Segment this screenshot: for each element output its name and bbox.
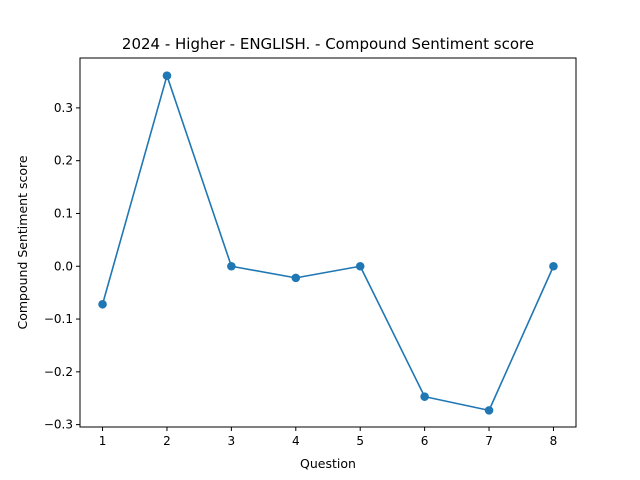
x-tick-label: 6	[421, 434, 429, 448]
x-tick-label: 2	[163, 434, 171, 448]
x-tick-label: 8	[550, 434, 558, 448]
data-point	[355, 261, 365, 271]
x-tick-label: 1	[99, 434, 107, 448]
x-tick-label: 3	[228, 434, 236, 448]
data-point	[484, 406, 494, 415]
plot-area	[98, 71, 558, 415]
data-point	[98, 299, 107, 309]
y-axis-label: Compound Sentiment score	[15, 155, 30, 329]
y-tick-label: −0.1	[44, 312, 73, 326]
x-tick-label: 4	[292, 434, 300, 448]
x-axis-label: Question	[300, 456, 356, 471]
x-tick-label: 5	[356, 434, 364, 448]
series-line	[101, 74, 555, 412]
data-point	[291, 273, 301, 283]
y-tick-label: 0.0	[54, 259, 73, 273]
y-tick-label: 0.1	[54, 206, 73, 220]
data-point	[549, 261, 558, 271]
y-tick-label: 0.3	[54, 101, 73, 115]
axes-frame	[79, 57, 577, 428]
x-axis: 1 2 3 4 5 6 7 8	[99, 427, 558, 448]
y-tick-label: −0.3	[44, 418, 73, 432]
x-tick-label: 7	[485, 434, 493, 448]
y-axis: −0.3 −0.2 −0.1 0.0 0.1 0.2 0.3	[44, 101, 80, 432]
chart-title: 2024 - Higher - ENGLISH. - Compound Sent…	[122, 35, 534, 53]
data-point	[227, 261, 236, 271]
y-tick-label: −0.2	[44, 365, 73, 379]
y-tick-label: 0.2	[54, 154, 73, 168]
data-point	[420, 392, 429, 401]
data-point	[162, 71, 172, 80]
